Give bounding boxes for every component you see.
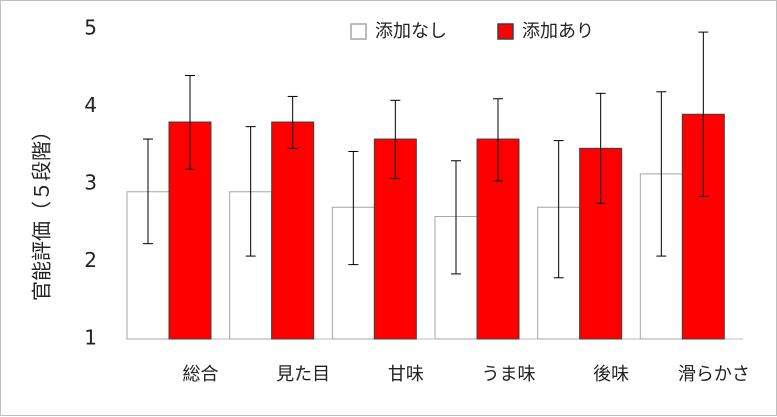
category-label: 滑らかさ: [678, 364, 750, 385]
bars-group: [126, 113, 725, 340]
legend-swatch: [350, 23, 367, 40]
category-labels: 総合 見た目 甘味 うま味 後味 滑らかさ: [183, 364, 750, 385]
y-tick-label: 5: [84, 16, 97, 40]
y-tick-label: 4: [84, 93, 97, 117]
y-tick-label: 3: [84, 171, 97, 195]
category-label: 甘味: [388, 364, 424, 385]
y-tick-labels: 1 2 3 4 5: [84, 16, 97, 350]
legend: 添加なし 添加あり: [350, 21, 594, 42]
category-label: 後味: [593, 364, 629, 385]
y-tick-label: 2: [84, 248, 97, 272]
y-axis-label: 官能評価（５段階）: [30, 121, 54, 301]
error-bars-group: [143, 31, 709, 279]
category-label: 総合: [183, 364, 219, 385]
category-label: 見た目: [276, 364, 330, 385]
legend-swatch: [497, 23, 514, 40]
legend-label: 添加なし: [375, 21, 447, 42]
category-label: うま味: [482, 364, 536, 385]
legend-label: 添加あり: [522, 21, 594, 42]
y-tick-label: 1: [84, 326, 97, 350]
bar-with-additive: [271, 121, 315, 340]
